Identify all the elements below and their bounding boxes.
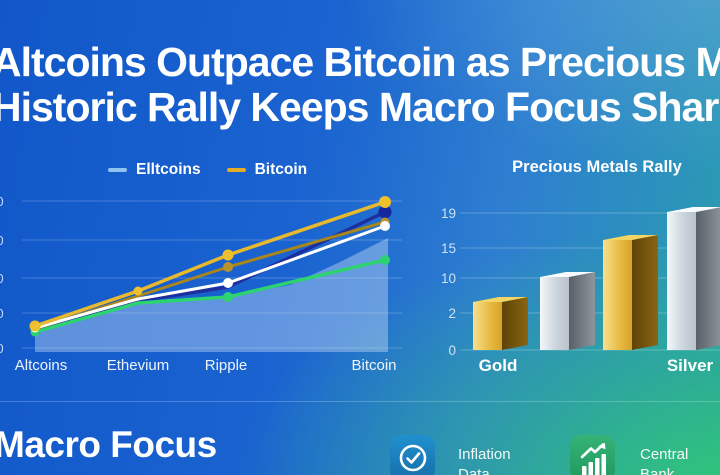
svg-text:0: 0 [0, 306, 4, 321]
svg-text:19: 19 [441, 206, 456, 221]
green-line [33, 258, 387, 334]
chart-growth-icon [580, 442, 606, 475]
legend-item-bitcoin: Bitcoin [226, 161, 308, 179]
clock-check-icon [399, 444, 426, 472]
central-bank-tile [570, 435, 615, 475]
altcoins-line-swatch [108, 168, 127, 172]
white-line [33, 224, 387, 330]
headline: Altcoins Outpace Bitcoin as Precious Met… [0, 40, 720, 130]
gold-bar-2 [603, 235, 658, 350]
navy-line [33, 210, 387, 332]
bitcoin-line-swatch [226, 168, 246, 172]
central-bank-label: Central Bank Policies [640, 446, 689, 475]
x-label-ripple: Ripple [204, 357, 248, 374]
x-label-gold: Gold [478, 356, 518, 375]
x-label-ethevium: Ethevium [106, 357, 170, 374]
legend-label-altcoins: Elltcoins [136, 161, 201, 178]
svg-text:2: 2 [448, 306, 456, 321]
bar-chart-y-ticks: 19 15 10 2 0 [441, 206, 456, 357]
altcoins-area-fill [35, 238, 388, 352]
silver-bar-1 [540, 272, 595, 350]
inflation-data-label: Inflation Data [458, 446, 511, 475]
svg-text:0: 0 [0, 194, 4, 209]
headline-line-2: Historic Rally Keeps Macro Focus Sharp [0, 84, 720, 130]
svg-text:10: 10 [441, 271, 456, 286]
svg-text:15: 15 [441, 241, 456, 256]
line-chart-y-ticks: 0 0 0 0 0 [0, 194, 4, 356]
precious-metals-bar-chart: 19 15 10 2 0 [441, 206, 720, 357]
headline-line-1: Altcoins Outpace Bitcoin as Precious Met… [0, 39, 720, 85]
x-label-silver: Silver [666, 356, 714, 375]
legend-item-altcoins: Elltcoins [108, 161, 201, 179]
crypto-line-chart: 0 0 0 0 0 [0, 194, 402, 356]
svg-text:0: 0 [0, 341, 4, 356]
inflation-data-tile [390, 435, 435, 475]
line-chart-markers [29, 196, 392, 337]
svg-text:0: 0 [0, 271, 4, 286]
gold-bar-1 [473, 297, 528, 350]
silver-bar-2 [667, 207, 720, 350]
legend-label-bitcoin: Bitcoin [254, 161, 308, 178]
macro-focus-heading: Macro Focus [0, 424, 217, 465]
section-divider [0, 401, 720, 402]
bright-gold-line [33, 200, 387, 328]
x-label-altcoins: Altcoins [14, 357, 68, 374]
line-chart-legend: Elltcoins Bitcoin [108, 161, 307, 179]
x-label-bitcoin: Bitcoin [351, 357, 397, 374]
svg-text:0: 0 [448, 343, 456, 357]
bar-chart-title: Precious Metals Rally [512, 158, 682, 176]
svg-text:0: 0 [0, 233, 4, 248]
